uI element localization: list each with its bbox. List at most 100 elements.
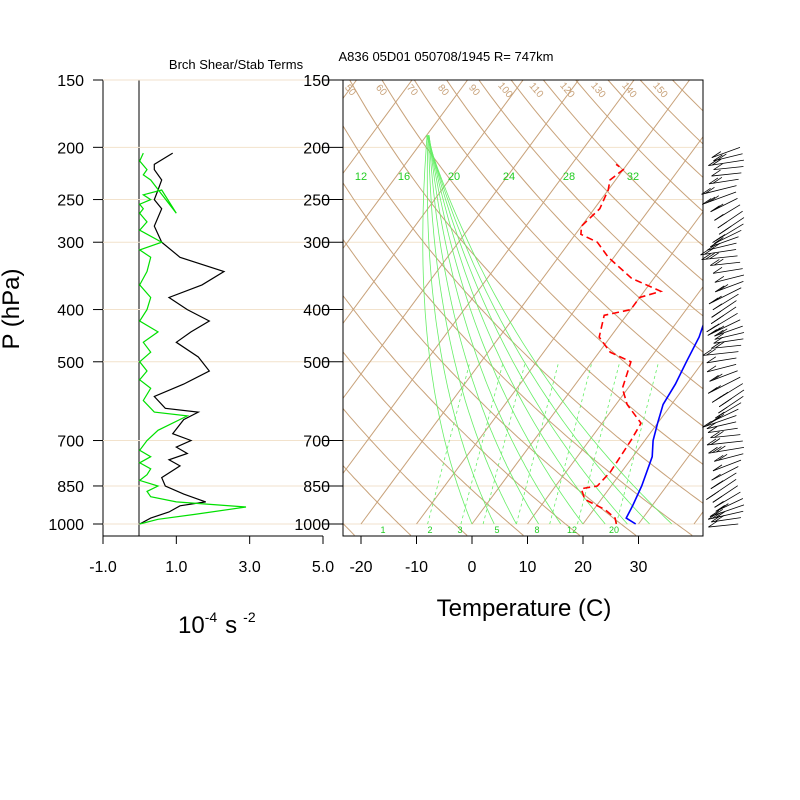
- wind-barb-shaft: [710, 434, 741, 439]
- left-pressure-tick-label: 300: [57, 235, 84, 252]
- mixing-ratio-bottom-label: 20: [609, 525, 619, 535]
- isotherm: [693, 510, 703, 525]
- wind-barb-flag: [702, 349, 712, 356]
- temperature-tick-labels: -20 -10 0 10 20 30: [349, 536, 648, 576]
- units-s: s: [225, 612, 237, 639]
- wind-barb-shaft: [710, 261, 741, 266]
- temperature-tick-label: 0: [468, 559, 477, 576]
- isotherm: [750, 80, 800, 524]
- wind-barb-shaft: [713, 166, 744, 171]
- wind-barb-flag: [714, 413, 725, 421]
- wind-barb-flag: [709, 252, 719, 260]
- wind-barb-flag: [714, 480, 724, 487]
- wind-barb-flag: [705, 187, 715, 194]
- left-pressure-tick-label: 200: [57, 140, 84, 157]
- right-panel-title: A836 05D01 050708/1945 R= 747km: [338, 49, 553, 64]
- mixing-ratio-line: [460, 361, 504, 525]
- isotherm: [527, 285, 703, 525]
- moist-adiabat: [427, 135, 628, 525]
- isotherm: [343, 80, 413, 175]
- wind-barb-flag: [714, 454, 724, 462]
- wind-barb-flag: [722, 225, 732, 233]
- theta-label: 110: [527, 81, 546, 101]
- left-pressure-tick-label: 1000: [48, 517, 84, 534]
- mixing-ratio-bottom-label: 5: [494, 525, 499, 535]
- mixing-ratio-line: [577, 361, 621, 525]
- wind-barb-shaft: [708, 523, 739, 528]
- wind-barb-shaft: [711, 344, 742, 349]
- theta-label: 140: [619, 80, 638, 100]
- isotherm: [0, 80, 246, 524]
- isotherm: [343, 80, 635, 475]
- wind-barb-flag: [711, 169, 721, 177]
- wind-barb-flag: [714, 501, 724, 508]
- wind-barb-flag: [711, 415, 721, 423]
- mixing-ratio-line: [516, 361, 560, 525]
- wind-barb-shaft: [702, 191, 737, 205]
- mixing-ratio-top-label: 12: [355, 171, 367, 183]
- dewpoint-profile: [580, 163, 664, 525]
- wind-barb-flag: [708, 159, 718, 166]
- wind-barb-flag: [705, 252, 715, 260]
- temperature-profile: [625, 323, 703, 525]
- temperature-tick-label: 20: [574, 559, 592, 576]
- wind-barb-flag: [710, 205, 720, 213]
- wind-barb-flag: [714, 276, 725, 283]
- wind-barb-flag: [714, 214, 724, 221]
- mixing-ratio-line: [549, 361, 593, 525]
- wind-barb-flag: [706, 356, 717, 364]
- wind-barb-flag: [709, 510, 720, 517]
- temperature-axis-label: Temperature (C): [437, 595, 612, 622]
- dry-adiabat: [542, 80, 703, 247]
- wind-barb-flag: [710, 240, 720, 248]
- dry-adiabat: [784, 64, 800, 536]
- wind-barb-flag: [714, 333, 725, 340]
- wind-barb-shaft: [706, 440, 743, 446]
- theta-label: 90: [466, 83, 482, 99]
- mixing-ratio-bottom-label: 3: [457, 525, 462, 535]
- right-pressure-tick-label: 400: [303, 303, 330, 320]
- mixing-ratio-line: [615, 361, 660, 525]
- right-pressure-tick-label: 700: [303, 434, 330, 451]
- dry-adiabat: [721, 64, 800, 536]
- dry-adiabat: [343, 124, 703, 504]
- wind-barb-shaft: [711, 172, 742, 177]
- wind-barb-flag: [708, 520, 718, 528]
- profiles: [580, 163, 703, 525]
- wind-barb-shaft: [700, 249, 737, 256]
- wind-barb-flag: [702, 421, 712, 428]
- wind-barb-flag: [711, 385, 721, 392]
- dry-adiabat: [343, 238, 637, 536]
- dry-adiabat: [343, 464, 412, 536]
- right-pressure-tick-labels: 150 200 250 300 400 500 700 850 1000: [294, 73, 330, 534]
- wind-barb-shaft: [708, 446, 745, 454]
- wind-barb-flag: [709, 323, 720, 331]
- moist-adiabat: [426, 135, 650, 525]
- wind-barb-flag: [713, 154, 723, 162]
- left-pressure-tick-labels: 150 200 250 300 400 500 700 850 1000: [48, 73, 84, 534]
- wind-barb-flag: [707, 387, 718, 394]
- left-pressure-tick-label: 700: [57, 434, 84, 451]
- wind-barb-flag: [714, 315, 724, 322]
- dry-adiabat: [349, 80, 703, 465]
- isotherm: [343, 80, 579, 400]
- wind-barb-flag: [718, 391, 729, 399]
- wind-barb-shaft: [701, 185, 737, 195]
- wind-barb-flag: [715, 234, 726, 241]
- dry-adiabat: [24, 64, 242, 536]
- wind-barb-flag: [714, 430, 724, 438]
- dry-adiabat: [445, 80, 703, 353]
- mixing-ratio-bottom-label: 12: [567, 525, 577, 535]
- skewt-grid: [0, 64, 800, 536]
- wind-barb-flag: [715, 511, 726, 518]
- shear-stability-panel: 150 200 250 300 400 500 700 850 1000 -1.0 1.0 3.0 5…: [48, 73, 343, 576]
- isotherm: [416, 135, 703, 525]
- mixing-ratio-top-label: 16: [398, 171, 410, 183]
- wind-barb-flag: [706, 422, 717, 430]
- dry-adiabat: [343, 294, 581, 536]
- wind-barb-flag: [701, 253, 711, 260]
- isotherm: [638, 435, 703, 525]
- wind-barb-flag: [712, 303, 723, 311]
- wind-barb-flag: [708, 297, 719, 305]
